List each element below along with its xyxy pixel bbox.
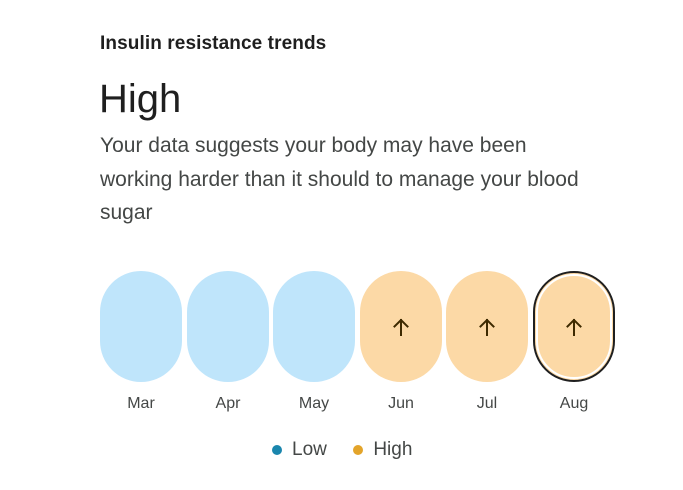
status-heading: High xyxy=(99,77,182,121)
month-label: May xyxy=(298,395,330,412)
trend-pill[interactable] xyxy=(273,271,355,382)
month-label: Mar xyxy=(127,395,155,412)
trend-pill[interactable] xyxy=(360,271,442,382)
legend-label: Low xyxy=(292,439,327,460)
legend: Low High xyxy=(272,439,434,465)
legend-label: High xyxy=(373,439,413,460)
month-label: Aug xyxy=(559,395,589,412)
month-label: Jun xyxy=(388,395,414,412)
month-label: Apr xyxy=(215,395,241,412)
legend-item-low: Low xyxy=(272,439,327,461)
arrow-up-icon xyxy=(479,318,495,336)
insulin-resistance-card: Insulin resistance trends High Your data… xyxy=(99,0,640,490)
trend-pill[interactable] xyxy=(100,271,182,382)
trend-pill[interactable] xyxy=(187,271,269,382)
month-label: Jul xyxy=(476,395,498,412)
trend-pill[interactable] xyxy=(533,271,615,382)
legend-dot-high xyxy=(353,445,364,455)
arrow-up-icon xyxy=(566,318,582,336)
section-title: Insulin resistance trends xyxy=(100,33,327,54)
status-description: Your data suggests your body may have be… xyxy=(100,134,579,224)
legend-item-high: High xyxy=(353,439,412,461)
legend-dot-low xyxy=(272,445,282,455)
monthly-trend-row: Mar Apr May Jun Jul Aug xyxy=(100,271,640,421)
arrow-up-icon xyxy=(393,318,409,336)
trend-pill[interactable] xyxy=(446,271,528,382)
